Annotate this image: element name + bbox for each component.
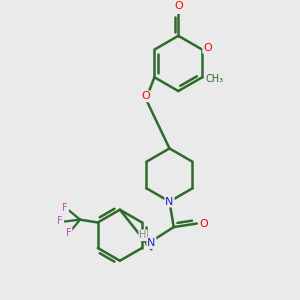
Text: O: O (141, 92, 150, 101)
Text: N: N (165, 196, 174, 207)
Text: CH₃: CH₃ (206, 74, 224, 84)
Text: F: F (66, 228, 72, 238)
Text: N: N (147, 238, 156, 248)
Text: O: O (203, 43, 212, 53)
Text: H: H (139, 230, 147, 240)
Text: O: O (200, 218, 208, 229)
Text: O: O (174, 2, 183, 11)
Text: F: F (57, 216, 62, 226)
Text: F: F (62, 203, 68, 213)
